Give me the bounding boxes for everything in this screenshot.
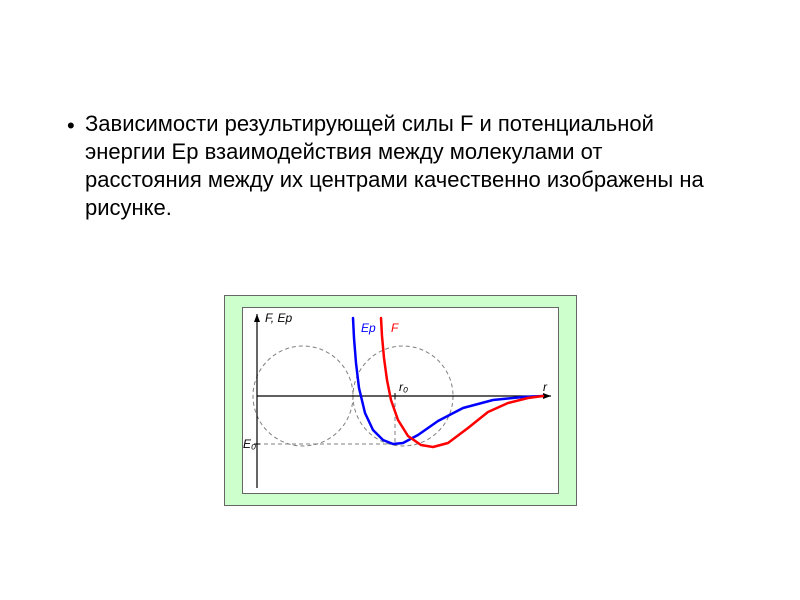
svg-text:-E₀: -E₀ [243, 437, 256, 451]
bullet-point: • [67, 112, 75, 140]
svg-text:F, Eр: F, Eр [265, 311, 292, 325]
chart-container: F, Eр r r₀ -E₀ Eр F [224, 295, 577, 506]
description-text: • Зависимости результирующей силы F и по… [85, 110, 705, 223]
description-content: Зависимости результирующей силы F и поте… [85, 111, 704, 220]
svg-text:r₀: r₀ [399, 380, 408, 394]
svg-text:r: r [543, 380, 548, 394]
svg-text:Eр: Eр [361, 321, 376, 335]
svg-text:F: F [391, 321, 399, 335]
chart-svg: F, Eр r r₀ -E₀ Eр F [243, 308, 558, 493]
chart-inner-bg: F, Eр r r₀ -E₀ Eр F [242, 307, 559, 494]
